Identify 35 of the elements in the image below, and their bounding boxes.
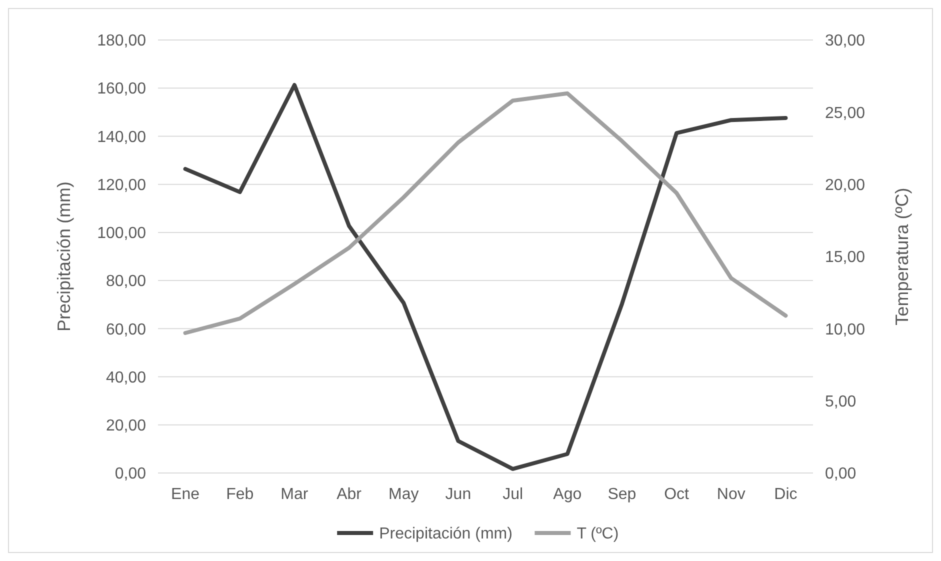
line-series	[183, 82, 788, 471]
x-tick-label: Sep	[608, 486, 636, 503]
x-tick-label: Dic	[774, 486, 798, 503]
y-tick-label: 160,00	[97, 80, 146, 98]
x-tick-label: Oct	[664, 486, 690, 503]
y2-tick-label: 10,00	[825, 321, 866, 338]
y-tick-label: 80,00	[106, 273, 146, 290]
x-tick-label: Mar	[280, 486, 309, 503]
y-tick-label: 40,00	[106, 369, 146, 386]
x-tick-label: Jun	[445, 486, 472, 503]
y2-axis-title: Temperatura (ºC)	[892, 188, 912, 326]
y-tick-label: 60,00	[106, 321, 146, 338]
y-tick-label: 140,00	[97, 128, 146, 146]
y2-tick-label: 20,00	[825, 176, 866, 194]
y-tick-label: 180,00	[97, 32, 146, 50]
x-tick-label: Feb	[226, 486, 254, 503]
legend-label: T (ºC)	[576, 526, 619, 543]
y-tick-label: 0,00	[114, 466, 146, 483]
y-axis-title: Precipitación (mm)	[54, 181, 74, 332]
y2-tick-label: 30,00	[825, 32, 866, 50]
y-tick-label: 20,00	[106, 417, 146, 434]
y2-tick-label: 5,00	[825, 393, 856, 410]
line-series	[183, 91, 788, 335]
y-tick-label: 100,00	[97, 225, 146, 242]
x-tick-label: Abr	[336, 486, 362, 503]
x-tick-label: Nov	[716, 486, 746, 503]
y2-tick-label: 0,00	[825, 466, 856, 483]
legend-label: Precipitación (mm)	[379, 526, 512, 543]
y2-tick-label: 25,00	[825, 104, 866, 122]
x-tick-label: Jul	[502, 486, 524, 503]
x-tick-label: May	[388, 486, 419, 503]
y2-tick-label: 15,00	[825, 249, 866, 266]
x-tick-label: Ene	[171, 486, 200, 503]
y-tick-label: 120,00	[97, 176, 146, 194]
x-tick-label: Ago	[553, 486, 582, 503]
